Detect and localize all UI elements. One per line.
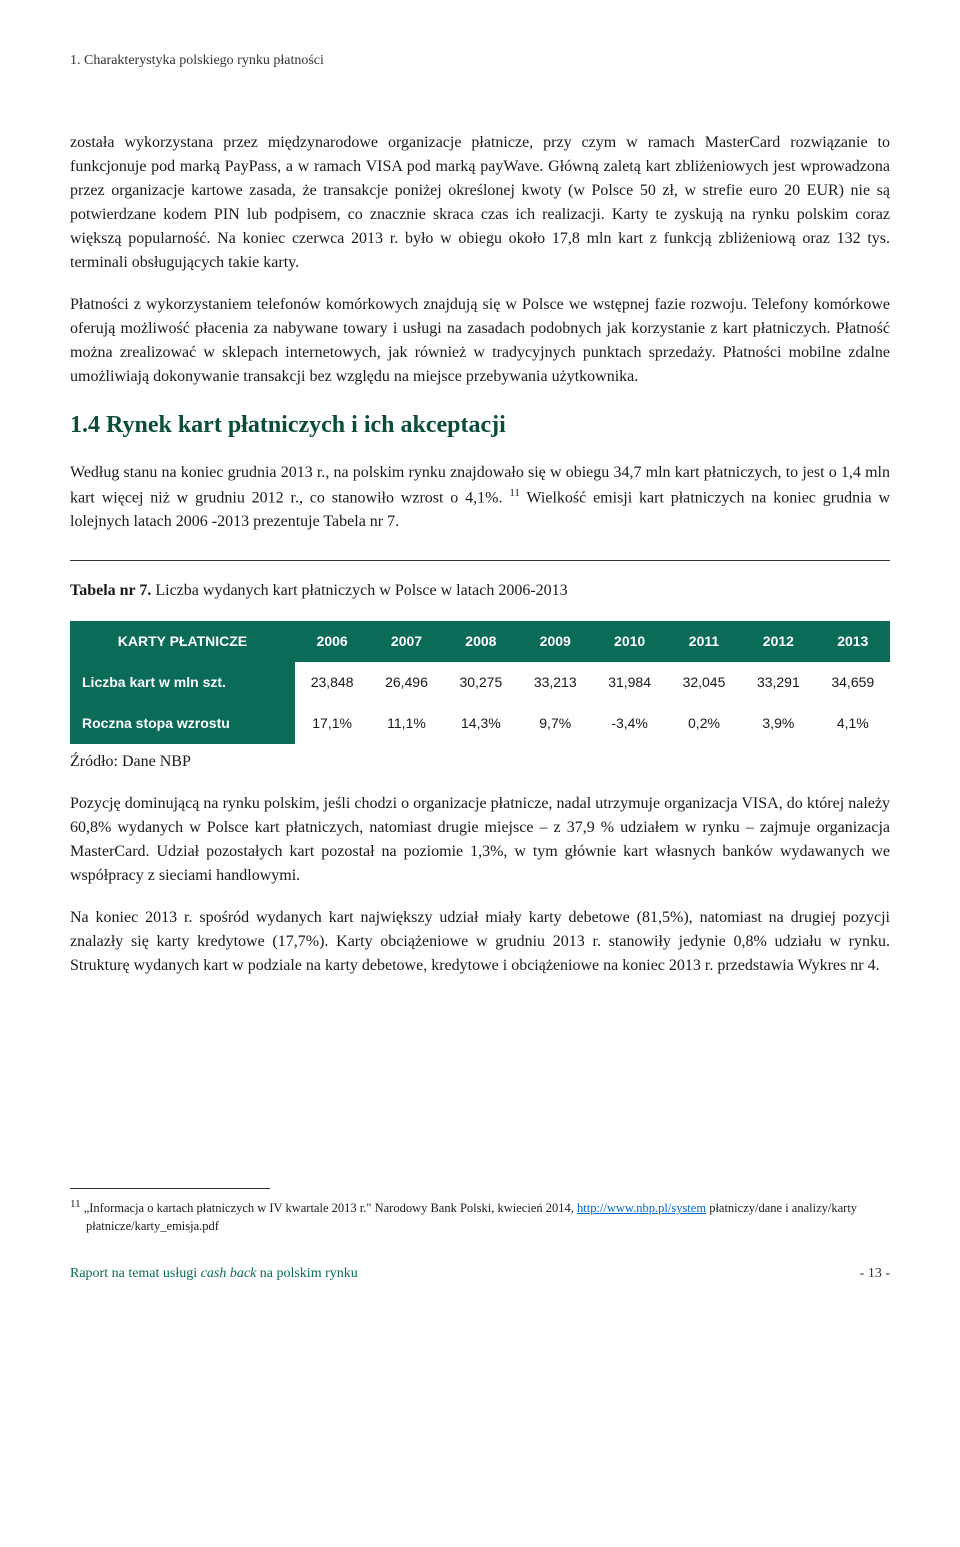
table-header-row: KARTY PŁATNICZE 2006 2007 2008 2009 2010… [70, 621, 890, 662]
divider-top [70, 560, 890, 561]
table-cell: 14,3% [444, 703, 518, 744]
footer-left: Raport na temat usługi cash back na pols… [70, 1263, 358, 1284]
footnote-number: 11 [70, 1198, 81, 1210]
footer-left-pre: Raport na temat usługi [70, 1266, 201, 1281]
table-cell: 9,7% [518, 703, 592, 744]
cards-issued-table: KARTY PŁATNICZE 2006 2007 2008 2009 2010… [70, 621, 890, 744]
footnote-text-a: „Informacja o kartach płatniczych w IV k… [81, 1201, 577, 1215]
paragraph-1: została wykorzystana przez międzynarodow… [70, 131, 890, 275]
table-cell: 3,9% [741, 703, 815, 744]
footnote-ref-11: 11 [509, 487, 520, 499]
table-caption-rest: Liczba wydanych kart płatniczych w Polsc… [151, 582, 567, 599]
table-cell: 17,1% [295, 703, 369, 744]
table-cell: 11,1% [369, 703, 443, 744]
page-footer: Raport na temat usługi cash back na pols… [70, 1263, 890, 1284]
paragraph-4: Pozycję dominującą na rynku polskim, jeś… [70, 792, 890, 888]
table-cell: 23,848 [295, 662, 369, 703]
row-label: Liczba kart w mln szt. [70, 662, 295, 703]
paragraph-3: Według stanu na koniec grudnia 2013 r., … [70, 461, 890, 534]
table-cell: 34,659 [816, 662, 890, 703]
table-cell: 4,1% [816, 703, 890, 744]
table-cell: 33,291 [741, 662, 815, 703]
row-label: Roczna stopa wzrostu [70, 703, 295, 744]
table-caption: Tabela nr 7. Liczba wydanych kart płatni… [70, 579, 890, 603]
table-source: Źródło: Dane NBP [70, 750, 890, 774]
table-year: 2013 [816, 621, 890, 662]
table-cell: 26,496 [369, 662, 443, 703]
table-cell: 30,275 [444, 662, 518, 703]
paragraph-2: Płatności z wykorzystaniem telefonów kom… [70, 293, 890, 389]
table-header-label: KARTY PŁATNICZE [70, 621, 295, 662]
table-cell: 33,213 [518, 662, 592, 703]
footer-left-em: cash back [201, 1266, 257, 1281]
table-year: 2008 [444, 621, 518, 662]
chapter-header: 1. Charakterystyka polskiego rynku płatn… [70, 50, 890, 71]
table-cell: 31,984 [592, 662, 666, 703]
table-year: 2007 [369, 621, 443, 662]
table-cell: 0,2% [667, 703, 741, 744]
page-number: - 13 - [860, 1263, 890, 1284]
table-row: Liczba kart w mln szt. 23,848 26,496 30,… [70, 662, 890, 703]
table-year: 2011 [667, 621, 741, 662]
footnote-link[interactable]: http://www.nbp.pl/system [577, 1201, 706, 1215]
section-heading: 1.4 Rynek kart płatniczych i ich akcepta… [70, 407, 890, 443]
footnote-separator [70, 1188, 270, 1189]
table-year: 2006 [295, 621, 369, 662]
footer-left-post: na polskim rynku [256, 1266, 358, 1281]
table-row: Roczna stopa wzrostu 17,1% 11,1% 14,3% 9… [70, 703, 890, 744]
table-year: 2010 [592, 621, 666, 662]
table-cell: 32,045 [667, 662, 741, 703]
table-year: 2012 [741, 621, 815, 662]
table-year: 2009 [518, 621, 592, 662]
table-caption-prefix: Tabela nr 7. [70, 582, 151, 599]
table-cell: -3,4% [592, 703, 666, 744]
footnote-11: 11 „Informacja o kartach płatniczych w I… [70, 1197, 890, 1235]
paragraph-5: Na koniec 2013 r. spośród wydanych kart … [70, 906, 890, 978]
